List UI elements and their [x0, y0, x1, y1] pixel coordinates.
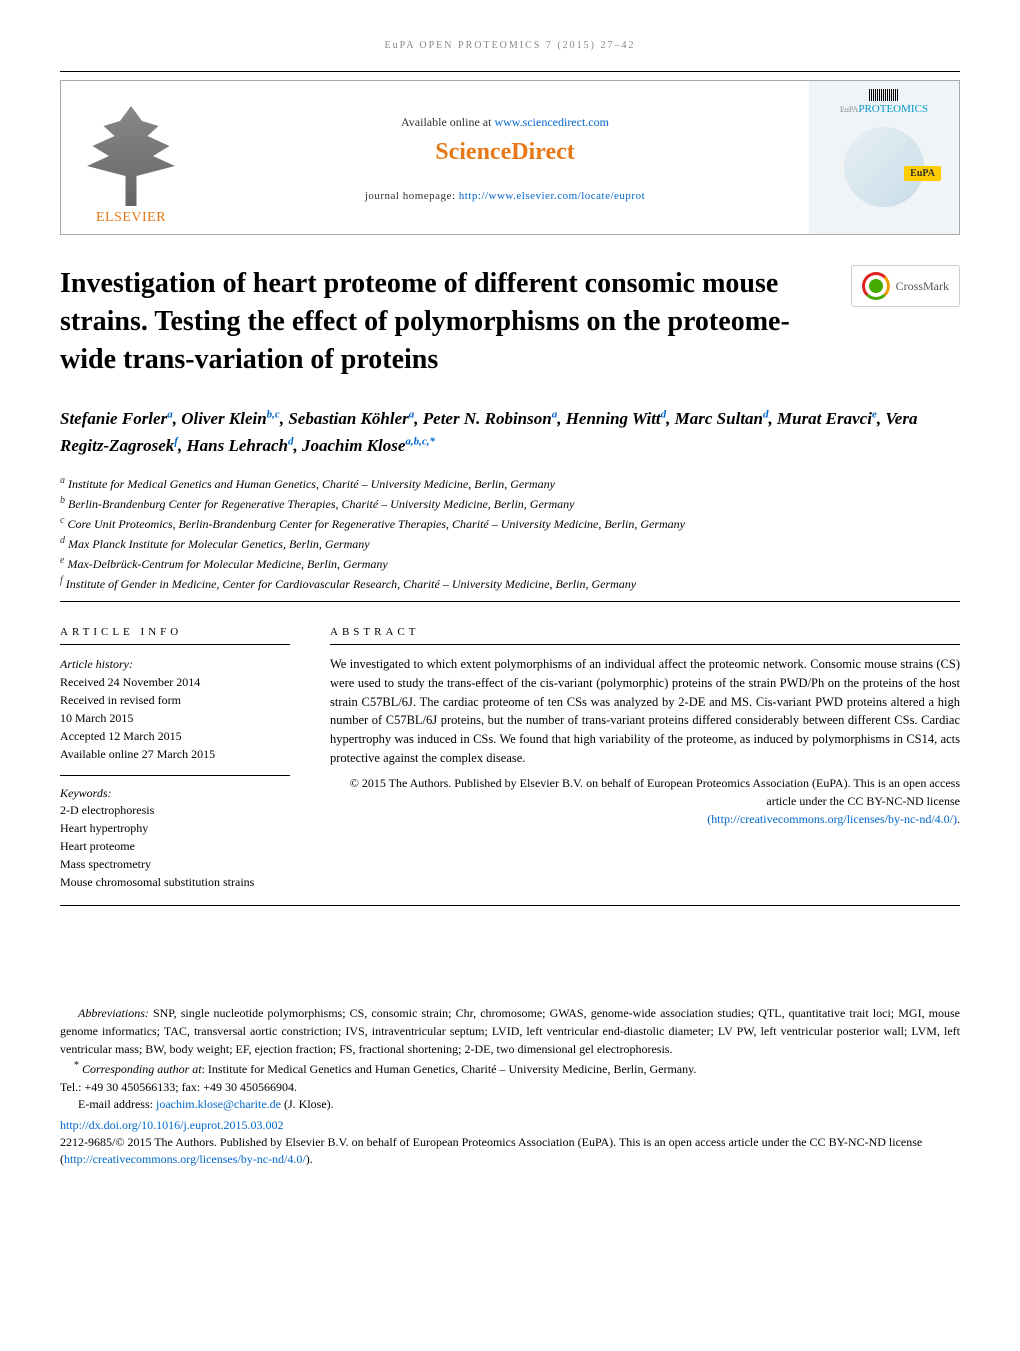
keyword: Heart proteome — [60, 837, 290, 855]
history-line: Received in revised form — [60, 691, 290, 709]
email-line: E-mail address: joachim.klose@charite.de… — [60, 1097, 960, 1112]
author: Murat Eravcie — [777, 409, 877, 428]
sciencedirect-url[interactable]: www.sciencedirect.com — [494, 115, 609, 129]
doi-line: http://dx.doi.org/10.1016/j.euprot.2015.… — [60, 1116, 960, 1134]
cover-journal-title: EuPAPROTEOMICS — [840, 103, 928, 115]
author-affiliation-sup: a — [167, 409, 173, 421]
history-line: Received 24 November 2014 — [60, 673, 290, 691]
article-info-heading: ARTICLE INFO — [60, 626, 290, 638]
footer-license-suffix: ). — [306, 1152, 313, 1166]
elsevier-tree-icon — [76, 106, 186, 206]
spacer — [60, 914, 960, 1004]
authors: Stefanie Forlera, Oliver Kleinb,c, Sebas… — [60, 406, 960, 459]
author-affiliation-sup: a,b,c,* — [405, 435, 435, 447]
publisher-name: ELSEVIER — [96, 210, 166, 226]
article-info-column: ARTICLE INFO Article history: Received 2… — [60, 626, 290, 891]
article-history: Article history: Received 24 November 20… — [60, 655, 290, 763]
sciencedirect-logo[interactable]: ScienceDirect — [435, 139, 575, 166]
corresponding-label: Corresponding author at — [82, 1062, 202, 1076]
doi-link[interactable]: http://dx.doi.org/10.1016/j.euprot.2015.… — [60, 1118, 283, 1132]
affiliation: e Max-Delbrück-Centrum for Molecular Med… — [60, 553, 960, 573]
journal-homepage-link[interactable]: http://www.elsevier.com/locate/euprot — [459, 190, 645, 202]
cover-barcode-icon — [869, 89, 899, 101]
author: Oliver Kleinb,c — [181, 409, 280, 428]
abstract-text: We investigated to which extent polymorp… — [330, 655, 960, 768]
asterisk-icon: * — [74, 1060, 79, 1071]
info-abstract-row: ARTICLE INFO Article history: Received 2… — [60, 626, 960, 891]
author-affiliation-sup: d — [661, 409, 667, 421]
author-affiliation-sup: e — [872, 409, 877, 421]
author-affiliation-sup: f — [174, 435, 178, 447]
history-line: Accepted 12 March 2015 — [60, 727, 290, 745]
author-affiliation-sup: a — [409, 409, 415, 421]
abstract-copyright: © 2015 The Authors. Published by Elsevie… — [330, 774, 960, 828]
email-suffix: (J. Klose). — [281, 1097, 334, 1111]
license-link[interactable]: (http://creativecommons.org/licenses/by-… — [707, 812, 957, 826]
affiliation: c Core Unit Proteomics, Berlin-Brandenbu… — [60, 513, 960, 533]
keywords-label: Keywords: — [60, 786, 290, 801]
publisher-box: ELSEVIER — [61, 81, 201, 234]
banner-center: Available online at www.sciencedirect.co… — [201, 81, 809, 234]
cover-eupa-badge: EuPA — [904, 166, 941, 181]
running-header: EuPA OPEN PROTEOMICS 7 (2015) 27–42 — [60, 40, 960, 51]
keyword: Mouse chromosomal substitution strains — [60, 873, 290, 891]
banner: ELSEVIER Available online at www.science… — [60, 80, 960, 235]
journal-homepage-label: journal homepage: — [365, 190, 459, 202]
affiliation: d Max Planck Institute for Molecular Gen… — [60, 533, 960, 553]
journal-homepage: journal homepage: http://www.elsevier.co… — [365, 190, 645, 202]
affiliation: b Berlin-Brandenburg Center for Regenera… — [60, 493, 960, 513]
affiliations: a Institute for Medical Genetics and Hum… — [60, 473, 960, 593]
affiliation: f Institute of Gender in Medicine, Cente… — [60, 573, 960, 593]
author-affiliation-sup: a — [552, 409, 558, 421]
author: Stefanie Forlera — [60, 409, 173, 428]
author: Joachim Klosea,b,c,* — [302, 436, 435, 455]
author: Sebastian Köhlera — [288, 409, 414, 428]
available-online-text: Available online at — [401, 115, 494, 129]
title-row: Investigation of heart proteome of diffe… — [60, 265, 960, 378]
info-rule — [60, 644, 290, 645]
corresponding-tel: Tel.: +49 30 450566133; fax: +49 30 4505… — [60, 1078, 960, 1096]
history-line: 10 March 2015 — [60, 709, 290, 727]
abbreviations-text: SNP, single nucleotide polymorphisms; CS… — [60, 1006, 960, 1056]
author-affiliation-sup: d — [763, 409, 769, 421]
available-online: Available online at www.sciencedirect.co… — [401, 113, 609, 131]
journal-cover: EuPAPROTEOMICS EuPA — [809, 81, 959, 234]
author: Marc Sultand — [675, 409, 769, 428]
abbreviations-label: Abbreviations: — [78, 1006, 149, 1020]
author: Peter N. Robinsona — [423, 409, 557, 428]
corresponding-text: : Institute for Medical Genetics and Hum… — [202, 1062, 697, 1076]
abstract-rule — [330, 644, 960, 645]
top-rule — [60, 71, 960, 72]
abstract-column: ABSTRACT We investigated to which extent… — [330, 626, 960, 891]
copyright-text: © 2015 The Authors. Published by Elsevie… — [350, 776, 960, 808]
email-address[interactable]: joachim.klose@charite.de — [156, 1097, 281, 1111]
author-affiliation-sup: b,c — [267, 409, 280, 421]
keywords-list: 2-D electrophoresisHeart hypertrophyHear… — [60, 801, 290, 891]
keyword: 2-D electrophoresis — [60, 801, 290, 819]
keyword: Mass spectrometry — [60, 855, 290, 873]
sep-rule-1 — [60, 601, 960, 602]
keywords-rule — [60, 775, 290, 776]
crossmark-icon — [862, 272, 890, 300]
author-affiliation-sup: d — [288, 435, 294, 447]
abstract-heading: ABSTRACT — [330, 626, 960, 638]
crossmark-badge[interactable]: CrossMark — [851, 265, 960, 307]
abbreviations: Abbreviations: SNP, single nucleotide po… — [60, 1004, 960, 1058]
footer-license-link[interactable]: http://creativecommons.org/licenses/by-n… — [64, 1152, 306, 1166]
author: Hans Lehrachd — [186, 436, 293, 455]
author: Henning Wittd — [566, 409, 666, 428]
crossmark-label: CrossMark — [896, 279, 949, 294]
history-label: Article history: — [60, 655, 290, 673]
email-label: E-mail address: — [78, 1097, 156, 1111]
keyword: Heart hypertrophy — [60, 819, 290, 837]
sep-rule-2 — [60, 905, 960, 906]
affiliation: a Institute for Medical Genetics and Hum… — [60, 473, 960, 493]
corresponding-author: * Corresponding author at: Institute for… — [60, 1058, 960, 1078]
article-title: Investigation of heart proteome of diffe… — [60, 265, 851, 378]
footer-copyright: 2212-9685/© 2015 The Authors. Published … — [60, 1134, 960, 1169]
history-line: Available online 27 March 2015 — [60, 745, 290, 763]
